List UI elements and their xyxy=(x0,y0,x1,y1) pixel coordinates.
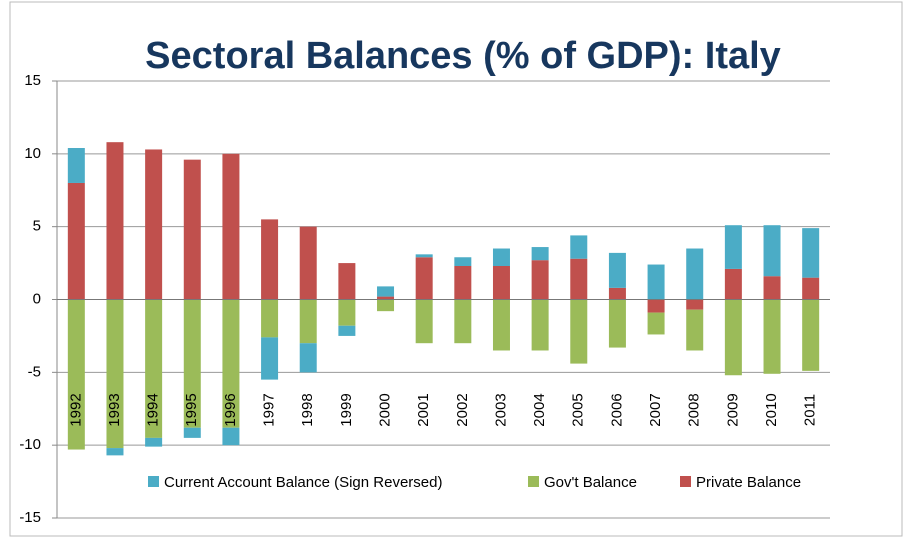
y-tick-label: 5 xyxy=(33,218,41,235)
bar xyxy=(67,148,85,183)
x-tick-label: 2010 xyxy=(763,393,780,426)
x-tick-label: 1997 xyxy=(261,393,278,426)
bar xyxy=(145,149,163,300)
bar xyxy=(338,263,356,300)
bar xyxy=(802,277,820,300)
bar xyxy=(454,265,472,300)
bar xyxy=(492,299,510,351)
bar xyxy=(686,248,704,300)
bar xyxy=(67,299,85,450)
y-tick-label: 10 xyxy=(24,145,41,162)
bar xyxy=(299,299,317,344)
bar xyxy=(724,268,742,300)
bar xyxy=(570,258,588,300)
legend-swatch xyxy=(148,476,159,487)
bar xyxy=(454,257,472,266)
bar xyxy=(183,159,201,300)
x-tick-label: 1998 xyxy=(299,393,316,426)
bar xyxy=(686,309,704,351)
bar xyxy=(802,299,820,371)
bar xyxy=(415,299,433,344)
bar xyxy=(531,247,549,261)
y-tick-label: -10 xyxy=(19,436,41,453)
x-tick-label: 2011 xyxy=(802,394,819,426)
bar xyxy=(570,299,588,364)
bar xyxy=(377,296,395,300)
bar xyxy=(145,299,163,438)
bar xyxy=(261,299,279,338)
x-tick-label: 2001 xyxy=(415,393,432,426)
x-tick-label: 1994 xyxy=(145,393,162,426)
bar xyxy=(531,299,549,351)
x-tick-label: 2004 xyxy=(531,393,548,426)
bar xyxy=(261,219,279,300)
x-tick-label: 2007 xyxy=(647,393,664,426)
bar xyxy=(686,299,704,310)
bar xyxy=(222,299,240,428)
chart-title: Sectoral Balances (% of GDP): Italy xyxy=(145,35,781,77)
bar xyxy=(338,299,356,326)
bar xyxy=(454,299,472,344)
bar xyxy=(222,153,240,300)
x-tick-label: 1993 xyxy=(106,393,123,426)
bar xyxy=(608,252,626,288)
x-tick-label: 1995 xyxy=(183,393,200,426)
x-tick-label: 1999 xyxy=(338,393,355,426)
x-tick-label: 2003 xyxy=(492,393,509,426)
y-tick-label: -15 xyxy=(19,509,41,526)
bar xyxy=(377,299,395,312)
bar xyxy=(261,337,279,380)
x-tick-label: 2009 xyxy=(724,393,741,426)
x-tick-label: 2000 xyxy=(376,393,393,426)
bar xyxy=(608,287,626,300)
legend-swatch xyxy=(528,476,539,487)
legend-label: Gov't Balance xyxy=(544,474,637,491)
bar xyxy=(106,448,124,456)
x-tick-label: 2006 xyxy=(608,393,625,426)
x-tick-label: 2005 xyxy=(570,393,587,426)
y-tick-label: -5 xyxy=(28,363,41,380)
bar xyxy=(647,312,665,335)
bar xyxy=(724,299,742,376)
bar xyxy=(415,257,433,300)
x-tick-label: 1996 xyxy=(222,393,239,426)
bar xyxy=(299,226,317,300)
y-tick-label: 15 xyxy=(24,72,41,89)
bar xyxy=(67,182,85,300)
bar xyxy=(492,265,510,300)
bar xyxy=(763,225,781,277)
bar xyxy=(106,299,124,449)
bar xyxy=(802,228,820,278)
bar xyxy=(106,142,124,300)
x-tick-label: 2002 xyxy=(454,393,471,426)
bar xyxy=(763,299,781,374)
bar xyxy=(570,235,588,259)
bar xyxy=(492,248,510,266)
bar xyxy=(415,254,433,258)
bar xyxy=(647,264,665,300)
bar xyxy=(183,299,201,428)
bar xyxy=(145,437,163,447)
bar xyxy=(608,299,626,348)
y-tick-label: 0 xyxy=(33,290,41,307)
bar xyxy=(647,299,665,313)
x-tick-label: 1992 xyxy=(67,393,84,426)
bar xyxy=(377,286,395,297)
bar xyxy=(222,427,240,446)
bar xyxy=(299,343,317,373)
bar xyxy=(531,260,549,300)
bar xyxy=(183,427,201,438)
x-tick-label: 2008 xyxy=(686,393,703,426)
legend-label: Current Account Balance (Sign Reversed) xyxy=(164,474,442,491)
bar xyxy=(338,325,356,336)
bar xyxy=(724,225,742,269)
legend-swatch xyxy=(680,476,691,487)
legend-label: Private Balance xyxy=(696,474,801,491)
bar xyxy=(763,276,781,300)
